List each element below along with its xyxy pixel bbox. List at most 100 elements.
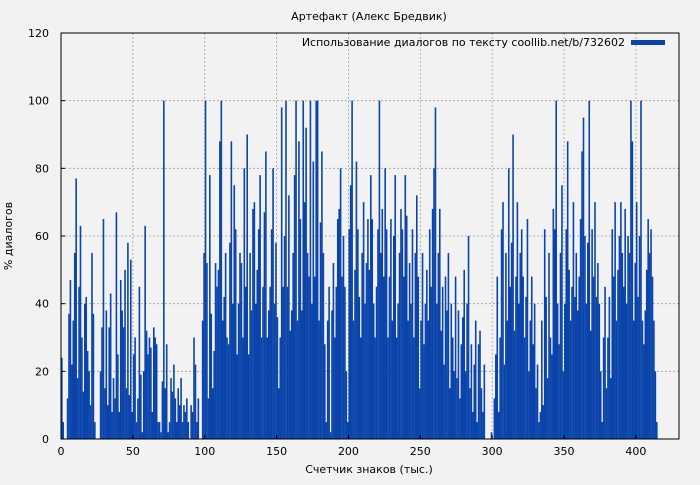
bar bbox=[276, 317, 279, 439]
bar bbox=[106, 405, 109, 439]
bar bbox=[614, 202, 616, 439]
bar bbox=[392, 236, 395, 439]
bar bbox=[568, 269, 570, 439]
bar bbox=[418, 388, 421, 439]
bar bbox=[528, 371, 530, 439]
bar bbox=[461, 317, 464, 439]
bar bbox=[158, 422, 161, 439]
bar bbox=[641, 320, 644, 439]
bar bbox=[124, 269, 126, 439]
bar bbox=[634, 263, 637, 439]
bar bbox=[302, 100, 305, 440]
bar bbox=[438, 208, 441, 439]
bar bbox=[155, 344, 158, 439]
bar bbox=[571, 286, 573, 439]
bar bbox=[450, 303, 453, 439]
bar bbox=[371, 219, 374, 439]
bar bbox=[115, 212, 118, 439]
bar bbox=[355, 161, 358, 440]
bar bbox=[375, 286, 378, 439]
bar bbox=[83, 303, 86, 439]
bar bbox=[352, 320, 355, 439]
bar bbox=[443, 364, 445, 439]
bar bbox=[615, 320, 618, 439]
bar bbox=[282, 286, 284, 439]
bar bbox=[651, 276, 654, 439]
legend-swatch bbox=[631, 40, 665, 45]
bar bbox=[377, 229, 379, 439]
bar bbox=[86, 351, 89, 439]
bar bbox=[354, 269, 356, 439]
bar bbox=[635, 202, 638, 439]
bar bbox=[434, 107, 437, 439]
bar bbox=[542, 405, 545, 439]
bar bbox=[217, 269, 220, 439]
bar bbox=[546, 378, 549, 439]
bar bbox=[209, 175, 211, 439]
bar bbox=[368, 269, 371, 439]
bar bbox=[526, 219, 529, 439]
bar bbox=[575, 252, 578, 439]
bar bbox=[105, 310, 108, 439]
bar bbox=[253, 202, 256, 439]
x-tick-label: 350 bbox=[554, 445, 575, 458]
bar bbox=[328, 286, 330, 439]
bar bbox=[119, 279, 122, 439]
bars bbox=[61, 100, 658, 440]
bar bbox=[334, 337, 336, 439]
bar bbox=[372, 303, 375, 439]
bar bbox=[331, 310, 333, 439]
x-axis-label: Счетчик знаков (тыс.) bbox=[305, 463, 433, 476]
bar bbox=[497, 411, 500, 439]
bar bbox=[247, 354, 250, 439]
bar bbox=[210, 313, 213, 439]
bar bbox=[466, 303, 468, 439]
bar bbox=[413, 337, 415, 439]
bar bbox=[102, 219, 105, 439]
bar bbox=[597, 263, 599, 439]
bar bbox=[76, 378, 79, 439]
bar bbox=[385, 229, 388, 439]
bar bbox=[211, 388, 214, 439]
bar bbox=[410, 303, 412, 439]
bar bbox=[365, 263, 368, 439]
bar bbox=[538, 422, 540, 439]
bar bbox=[244, 286, 247, 439]
bar bbox=[394, 175, 397, 439]
bar bbox=[256, 269, 259, 439]
bar bbox=[303, 202, 306, 439]
bar bbox=[223, 296, 225, 439]
bar bbox=[313, 276, 316, 439]
bar bbox=[240, 263, 243, 439]
y-tick-label: 60 bbox=[35, 230, 49, 243]
bar bbox=[591, 229, 593, 439]
bar bbox=[125, 388, 128, 439]
bar bbox=[367, 219, 369, 439]
bar bbox=[536, 364, 539, 439]
bar bbox=[134, 337, 136, 439]
bar bbox=[233, 185, 236, 439]
bar bbox=[378, 100, 381, 440]
bar bbox=[388, 276, 391, 439]
legend: Использование диалогов по тексту coollib… bbox=[302, 36, 665, 49]
bar bbox=[191, 411, 194, 439]
x-tick-label: 150 bbox=[266, 445, 287, 458]
bar bbox=[164, 388, 167, 439]
bar bbox=[604, 286, 606, 439]
bar bbox=[574, 296, 576, 439]
bar bbox=[381, 208, 384, 439]
bar bbox=[472, 411, 474, 439]
x-tick-label: 200 bbox=[338, 445, 359, 458]
bar bbox=[326, 320, 329, 439]
chart-title: Артефакт (Алекс Бредвик) bbox=[291, 10, 447, 23]
bar bbox=[408, 263, 411, 439]
bar bbox=[207, 398, 210, 439]
bar bbox=[306, 252, 309, 439]
bar bbox=[650, 229, 652, 439]
bar bbox=[138, 286, 141, 439]
bar bbox=[562, 371, 565, 439]
bar bbox=[175, 422, 178, 439]
bar bbox=[483, 364, 486, 439]
bar bbox=[288, 195, 290, 439]
bar bbox=[309, 100, 312, 440]
